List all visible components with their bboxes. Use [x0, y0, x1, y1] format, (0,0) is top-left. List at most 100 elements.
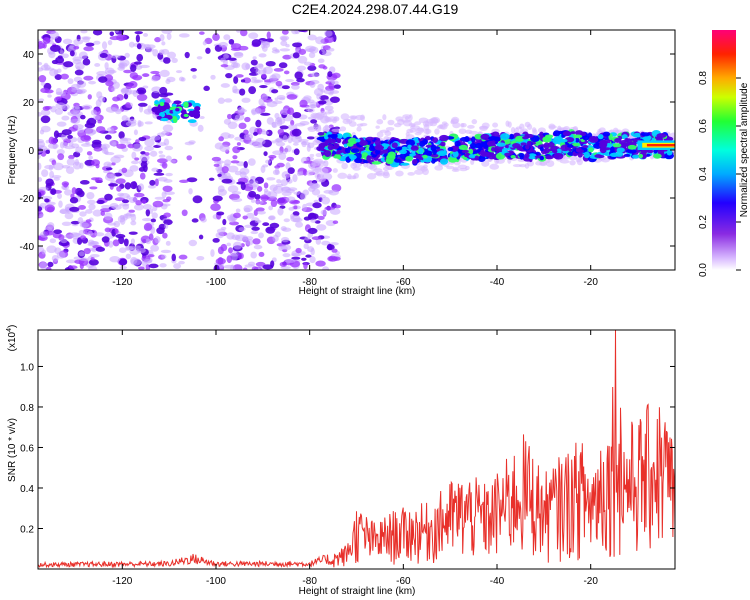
spectrogram-speckle [274, 112, 280, 119]
spectrogram-speckle [210, 203, 221, 211]
spectrogram-speckle [133, 203, 144, 211]
spectrogram-ridge-cell [520, 142, 527, 146]
spectrogram-speckle [118, 131, 125, 139]
spectrogram-speckle [239, 88, 246, 96]
spectrogram-ridge-cell [329, 133, 338, 139]
spectrogram-ridge-cell [640, 149, 649, 154]
spectrogram-ridge-cell [512, 142, 521, 149]
spectrogram-speckle [105, 167, 113, 171]
spectrogram-halo [414, 121, 422, 126]
spectrogram-speckle [225, 72, 233, 79]
spectrogram-speckle [73, 38, 84, 45]
bottom-x-tick-label: -120 [112, 576, 132, 587]
spectrogram-speckle [44, 164, 55, 170]
spectrogram-speckle [38, 177, 43, 183]
spectrogram-speckle [327, 47, 335, 52]
spectrogram-speckle [328, 256, 334, 262]
spectrogram-speckle [221, 166, 229, 174]
spectrogram-speckle [287, 187, 298, 191]
spectrogram-speckle [112, 205, 122, 210]
spectrogram-speckle [110, 156, 121, 164]
spectrogram-ridge-cell [525, 144, 530, 150]
spectrogram-ridge-cell [437, 150, 448, 157]
spectrogram-speckle [315, 36, 325, 45]
spectrogram-speckle [51, 59, 59, 65]
spectrogram-speckle [286, 178, 293, 184]
spectrogram-speckle [85, 219, 92, 223]
spectrogram-speckle [67, 78, 74, 85]
spectrogram-speckle [161, 30, 173, 34]
spectrogram-speckle [163, 138, 170, 146]
spectrogram-halo [341, 162, 348, 170]
spectrogram-speckle [238, 227, 246, 232]
spectrogram-halo [414, 131, 422, 136]
spectrogram-speckle [72, 161, 82, 170]
colorbar-axis: 0.0 0.2 0.4 0.6 0.8 [698, 71, 741, 277]
spectrogram-ridge-cell [327, 143, 334, 151]
spectrogram-halo [376, 119, 384, 125]
spectrogram-speckle [116, 186, 122, 192]
spectrogram-blob-cell [173, 100, 182, 105]
spectrogram-speckle [255, 207, 265, 212]
spectrogram-speckle [86, 117, 97, 126]
spectrogram-ridge-cell [602, 147, 611, 151]
spectrogram-speckle [329, 96, 340, 103]
spectrogram-speckle [85, 209, 93, 214]
spectrogram-speckle [220, 83, 230, 88]
spectrogram-speckle [248, 86, 257, 95]
spectrogram-speckle [332, 256, 341, 261]
spectrogram-speckle [139, 105, 144, 113]
spectrogram-halo [519, 123, 525, 131]
spectrogram-speckle [299, 192, 307, 200]
spectrogram-speckle [79, 257, 89, 262]
spectrogram-speckle [282, 134, 288, 143]
spectrogram-speckle [108, 183, 119, 187]
bottom-x-tick-label: -60 [396, 576, 411, 587]
spectrogram-speckle [137, 102, 148, 107]
spectrogram-speckle [226, 232, 235, 240]
spectrogram-speckle [83, 46, 94, 52]
spectrogram-halo [441, 121, 448, 125]
spectrogram-speckle [260, 112, 271, 116]
spectrogram-speckle [258, 53, 267, 58]
top-y-tick-label: 20 [23, 98, 35, 109]
spectrogram-ridge-cell [355, 138, 361, 143]
spectrogram-speckle [247, 180, 259, 185]
spectrogram-speckle [212, 33, 220, 41]
spectrogram-ridge-cell [474, 155, 480, 161]
spectrogram-speckle [326, 243, 333, 251]
spectrogram-speckle [149, 179, 156, 186]
spectrogram-speckle [118, 258, 128, 266]
spectrogram-speckle [112, 81, 120, 89]
spectrogram-halo [422, 168, 429, 176]
spectrogram-speckle [279, 35, 290, 41]
spectrogram-speckle [242, 215, 248, 220]
spectrogram-speckle [243, 204, 253, 213]
spectrogram-speckle [101, 236, 110, 243]
spectrogram-ridge-cell [358, 140, 368, 146]
spectrogram-speckle [70, 118, 81, 124]
spectrogram-speckle [223, 118, 232, 125]
spectrogram-speckle [38, 111, 42, 117]
spectrogram-speckle [227, 113, 232, 120]
spectrogram-speckle [141, 217, 153, 222]
spectrogram-blob-cell [161, 107, 167, 112]
spectrogram-speckle [43, 62, 49, 69]
spectrogram-speckle [88, 80, 97, 85]
spectrogram-ridge-cell [538, 144, 549, 148]
spectrogram-speckle [93, 146, 103, 152]
spectrogram-ridge-cell [501, 147, 508, 154]
spectrogram-ridge-cell [514, 135, 524, 142]
spectrogram-ridge-cell [405, 139, 416, 147]
spectrogram-speckle [263, 151, 268, 157]
spectrogram-speckle [311, 236, 322, 241]
spectrogram-speckle [308, 213, 319, 220]
spectrogram-speckle [251, 109, 257, 116]
spectrogram-speckle [223, 53, 229, 59]
spectrogram-speckle [160, 249, 172, 254]
spectrogram-ridge-cell [539, 155, 545, 161]
spectrogram-speckle [275, 80, 283, 87]
spectrogram-speckle [151, 91, 160, 99]
spectrogram-ridge-cell [500, 133, 510, 141]
spectrogram-speckle [181, 209, 188, 217]
